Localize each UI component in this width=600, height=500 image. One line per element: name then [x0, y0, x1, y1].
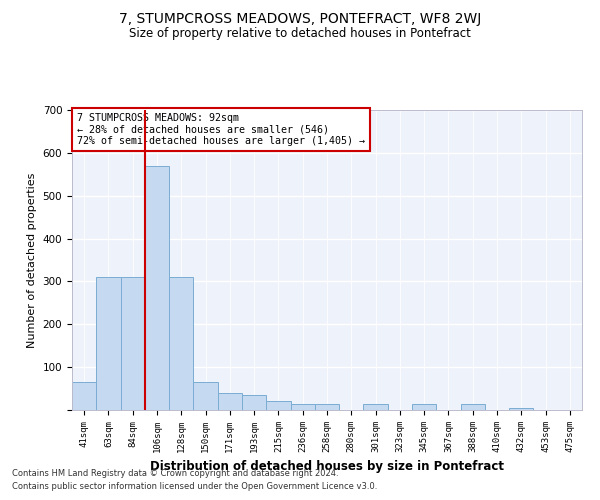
Bar [193, 382, 218, 410]
Text: 7, STUMPCROSS MEADOWS, PONTEFRACT, WF8 2WJ: 7, STUMPCROSS MEADOWS, PONTEFRACT, WF8 2… [119, 12, 481, 26]
Bar [364, 404, 388, 410]
Bar [72, 382, 96, 410]
Bar [242, 395, 266, 410]
Text: 7 STUMPCROSS MEADOWS: 92sqm
← 28% of detached houses are smaller (546)
72% of se: 7 STUMPCROSS MEADOWS: 92sqm ← 28% of det… [77, 113, 365, 146]
Bar [96, 277, 121, 410]
Bar [412, 404, 436, 410]
Bar [290, 404, 315, 410]
Bar [169, 277, 193, 410]
Bar [461, 404, 485, 410]
Bar [218, 393, 242, 410]
Y-axis label: Number of detached properties: Number of detached properties [27, 172, 37, 348]
Bar [509, 408, 533, 410]
Text: Size of property relative to detached houses in Pontefract: Size of property relative to detached ho… [129, 28, 471, 40]
Text: Contains HM Land Registry data © Crown copyright and database right 2024.: Contains HM Land Registry data © Crown c… [12, 468, 338, 477]
X-axis label: Distribution of detached houses by size in Pontefract: Distribution of detached houses by size … [150, 460, 504, 473]
Bar [121, 277, 145, 410]
Bar [145, 166, 169, 410]
Bar [315, 404, 339, 410]
Bar [266, 402, 290, 410]
Text: Contains public sector information licensed under the Open Government Licence v3: Contains public sector information licen… [12, 482, 377, 491]
